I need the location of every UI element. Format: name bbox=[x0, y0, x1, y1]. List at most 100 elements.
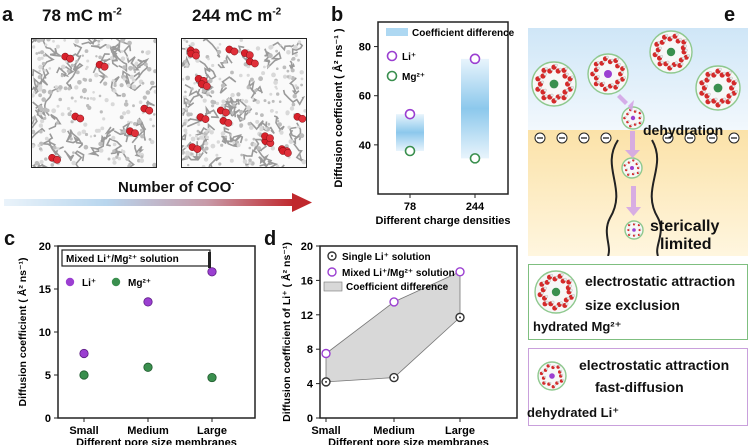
li-caption: dehydrated Li⁺ bbox=[527, 405, 620, 420]
transport-arrow-icon bbox=[617, 94, 628, 105]
negative-charge-icon bbox=[556, 132, 568, 144]
negative-charge-icon bbox=[534, 132, 546, 144]
hydrated-mg-icon bbox=[534, 270, 578, 314]
point-li-244 bbox=[469, 53, 481, 65]
x-tick-label-Large: Large bbox=[445, 425, 475, 437]
chart-c: 0 5 10 15 20 Small Medium Large Mixed Li⁺/Mg²⁺ s… bbox=[16, 241, 256, 445]
legend-title: Mixed Li⁺/Mg²⁺ solution bbox=[66, 254, 179, 265]
transport-arrow-icon bbox=[630, 131, 635, 151]
diff-bar-244 bbox=[461, 58, 489, 159]
y-tick-label: 4 bbox=[307, 379, 314, 391]
y-axis-label: Diffusion coefficient ( Å² ns⁻¹ ) bbox=[332, 28, 345, 188]
hydrated-mg-ion bbox=[531, 61, 577, 107]
negative-charge-icon bbox=[600, 132, 612, 144]
negative-charge-icon bbox=[578, 132, 590, 144]
point-mixed-Large bbox=[455, 267, 465, 277]
x-tick-label-Medium: Medium bbox=[373, 425, 415, 437]
coo-groups bbox=[186, 45, 306, 157]
point-single-center bbox=[393, 376, 395, 379]
point-mg-Large bbox=[207, 372, 217, 383]
partially-hydrated-li-ion bbox=[621, 106, 645, 130]
dehydration-label: dehydration bbox=[643, 122, 724, 138]
point-mg-Small bbox=[79, 370, 89, 380]
y-tick-label: 10 bbox=[39, 327, 51, 339]
negative-charge-icon bbox=[684, 132, 696, 144]
li-mechanism-box: electrostatic attraction fast-diffusion … bbox=[527, 348, 748, 426]
panel-d-label: d bbox=[264, 228, 277, 250]
legend-title-shadow bbox=[208, 252, 211, 268]
negative-charge-icon bbox=[662, 132, 674, 144]
transport-arrow-icon bbox=[625, 150, 640, 158]
y-tick-label: 80 bbox=[359, 42, 371, 54]
x-tick-label-244: 244 bbox=[466, 201, 485, 213]
limited-label: limited bbox=[660, 236, 712, 253]
panel-a-label: a bbox=[2, 4, 14, 26]
x-tick-label-Small: Small bbox=[311, 425, 340, 437]
y-tick-label: 8 bbox=[307, 344, 313, 356]
y-tick-label: 0 bbox=[45, 413, 51, 425]
transport-arrow-icon bbox=[628, 100, 634, 112]
point-mixed-Small bbox=[321, 348, 331, 359]
point-li-78 bbox=[404, 108, 416, 120]
legend-mixed-label: Mixed Li⁺/Mg²⁺ solution bbox=[342, 268, 455, 279]
dehydrated-li-ion bbox=[621, 157, 643, 179]
mg-line1: electrostatic attraction bbox=[585, 273, 736, 289]
point-li-Small bbox=[79, 348, 89, 359]
coo-groups bbox=[48, 52, 154, 164]
legend-mg-label: Mg²⁺ bbox=[128, 278, 151, 289]
diff-bar-78 bbox=[396, 114, 424, 151]
legend-mg-marker bbox=[386, 70, 398, 82]
y-tick-label: 40 bbox=[359, 140, 371, 152]
y-axis-label: Diffusion coefficient of Li⁺ ( Å² ns⁻¹) bbox=[280, 242, 293, 422]
mg-mechanism-box: electrostatic attraction size exclusion … bbox=[528, 264, 748, 340]
x-tick-label-Medium: Medium bbox=[127, 425, 169, 437]
point-mixed-Medium bbox=[389, 297, 399, 307]
negative-charge-icon bbox=[706, 132, 718, 144]
pore-wall-right bbox=[650, 139, 662, 256]
y-axis-label: Diffusion coefficient ( Å² ns⁻¹) bbox=[16, 257, 29, 406]
chart-d: 0 4 8 12 16 20 Small Medium Large Single Li⁺ solu… bbox=[280, 241, 518, 445]
li-line2: fast-diffusion bbox=[595, 379, 684, 395]
transport-arrow-icon bbox=[631, 186, 636, 208]
polymer-network-image bbox=[182, 39, 306, 167]
mg-line2: size exclusion bbox=[585, 297, 680, 313]
dehydrated-li-icon bbox=[537, 361, 567, 391]
point-single-center bbox=[325, 380, 327, 383]
panel-c-label: c bbox=[4, 228, 16, 250]
polymer-chains bbox=[32, 39, 156, 167]
point-li-Medium bbox=[143, 297, 153, 307]
hydrated-mg-ion bbox=[649, 30, 693, 74]
panel-b-label: b bbox=[331, 4, 344, 26]
x-tick-label-Large: Large bbox=[197, 425, 227, 437]
y-tick-label: 15 bbox=[39, 284, 51, 296]
arrow-head-icon bbox=[292, 193, 312, 212]
plot-frame bbox=[377, 21, 509, 195]
simulation-box-high-charge bbox=[181, 38, 307, 168]
y-tick-label: 60 bbox=[359, 91, 371, 103]
dehydrated-li-icon-body bbox=[537, 361, 567, 391]
legend-diff-label: Coefficient difference bbox=[346, 282, 449, 293]
point-mg-244 bbox=[469, 153, 481, 164]
x-axis-label: Different pore size membranes bbox=[76, 437, 237, 445]
legend-diff-swatch bbox=[323, 281, 343, 292]
x-tick-label-Small: Small bbox=[69, 425, 98, 437]
panel-e-label: e bbox=[724, 4, 736, 26]
point-mg-78 bbox=[404, 145, 416, 157]
hydrated-mg-ion bbox=[695, 65, 741, 111]
gradient-arrow bbox=[4, 193, 312, 212]
y-tick-label: 0 bbox=[307, 413, 313, 425]
transport-arrows bbox=[617, 94, 641, 216]
hydrated-li-ion bbox=[587, 53, 629, 95]
legend-diff-swatch bbox=[386, 28, 408, 36]
x-axis-unit: (mC m⁻²) bbox=[431, 231, 479, 232]
legend-mg-label: Mg²⁺ bbox=[402, 72, 425, 83]
legend-li-label: Li⁺ bbox=[402, 52, 416, 63]
simulation-box-low-charge bbox=[31, 38, 157, 168]
negative-charge-icon bbox=[728, 132, 740, 144]
x-axis-label: Different charge densities bbox=[375, 215, 510, 227]
ion-sieving-scheme bbox=[528, 28, 748, 256]
hydrated-mg-icon-body bbox=[534, 270, 578, 314]
point-mg-Medium bbox=[143, 362, 153, 372]
chart-b: 40 60 80 78 244 Coefficient difference Li⁺ Mg²⁺… bbox=[332, 21, 515, 232]
y-tick-label: 16 bbox=[301, 275, 313, 287]
